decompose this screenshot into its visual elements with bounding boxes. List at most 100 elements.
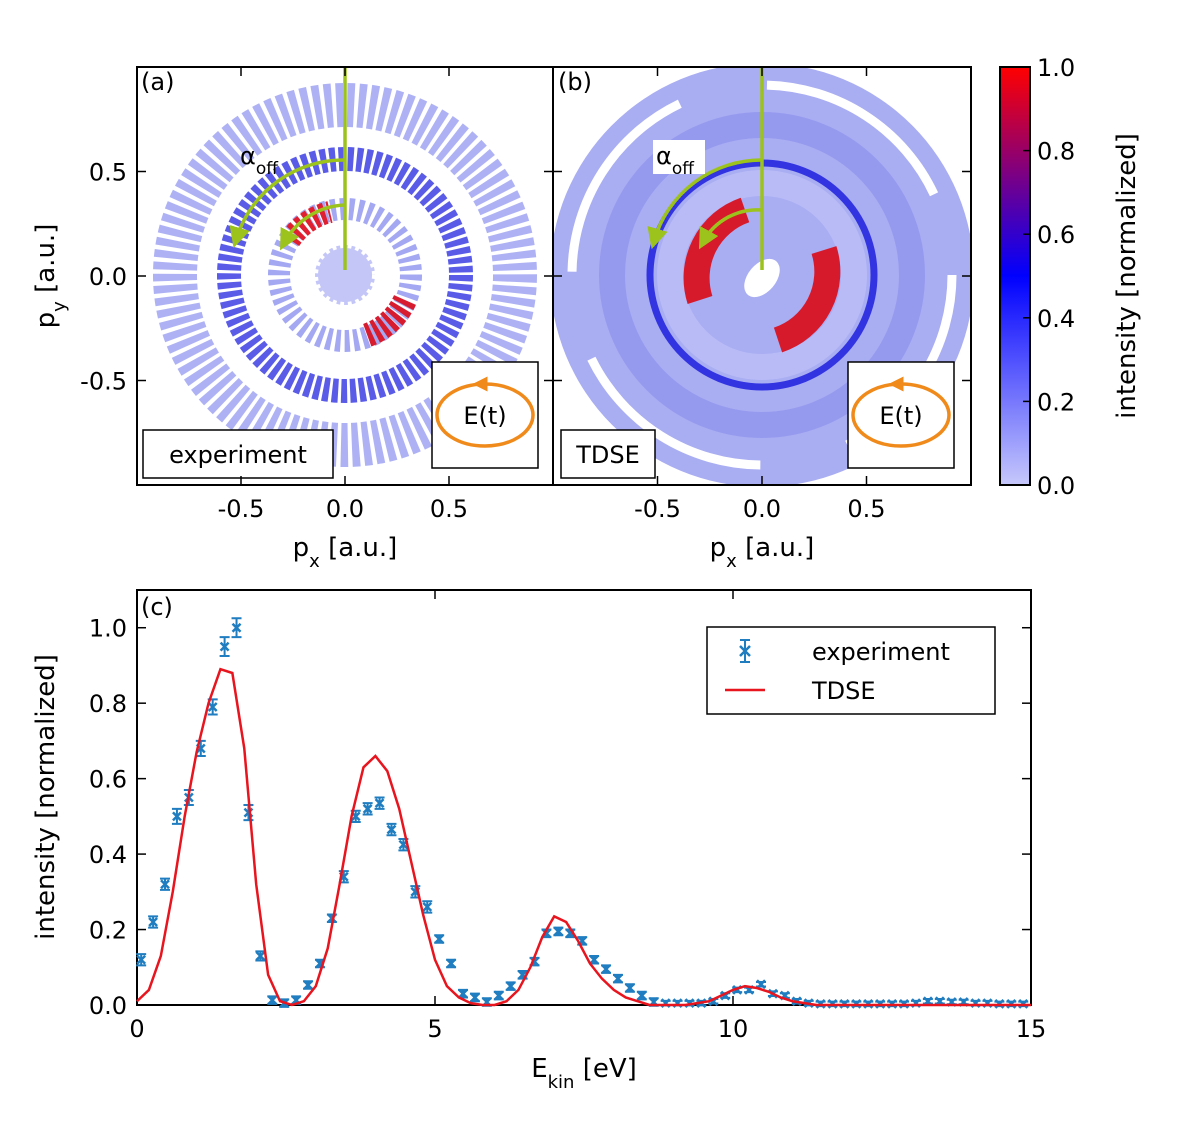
x-axis-label: Ekin [eV] [531, 1054, 637, 1093]
angle-subscript: off [672, 159, 695, 179]
legend-box [706, 626, 996, 715]
center-spot [312, 242, 378, 308]
marker [231, 622, 242, 633]
label-main: p [710, 533, 727, 563]
legend-label: TDSE [811, 677, 876, 705]
y-tick-label: 0.4 [89, 841, 127, 869]
marker [613, 973, 623, 984]
x-tick-label: -0.5 [634, 495, 681, 523]
offset-arrow [647, 158, 763, 250]
colorbar-tick-label: 0.8 [1037, 138, 1075, 166]
y-tick-label: 1.0 [89, 615, 127, 643]
center-spot [744, 258, 780, 298]
marker [255, 951, 266, 961]
inner-lobe [773, 246, 841, 353]
marker [589, 954, 600, 965]
x-tick-label: -0.5 [218, 495, 265, 523]
x-tick-label: 0.5 [430, 495, 468, 523]
colorbar [999, 66, 1031, 486]
method-label: experiment [169, 441, 307, 469]
field-box [431, 361, 539, 469]
plot-frame [136, 589, 1032, 1006]
label-rest: [a.u.] [31, 224, 61, 302]
x-tick-label: 15 [1016, 1015, 1047, 1043]
label-rest: [a.u.] [320, 533, 398, 563]
marker [362, 803, 373, 814]
angle-subscript: off [256, 159, 279, 179]
marker [422, 902, 433, 912]
middle-ring [217, 147, 473, 403]
marker [470, 992, 480, 1003]
panel-label: (b) [558, 68, 592, 96]
gap-ring [567, 80, 957, 470]
label-sub: kin [548, 1072, 575, 1093]
x-axis-label: px [a.u.] [293, 533, 398, 572]
marker [386, 824, 397, 835]
x-tick-label: 0.0 [326, 495, 364, 523]
marker [458, 988, 468, 999]
y-tick-label: -0.5 [80, 368, 127, 396]
y-axis-label: intensity [normalized] [31, 654, 61, 940]
legend-marker [739, 645, 751, 657]
colorbar-tick-label: 0.6 [1037, 221, 1075, 249]
marker [136, 954, 147, 965]
marker [505, 981, 516, 992]
x-tick-label: 10 [718, 1015, 749, 1043]
marker [601, 964, 611, 975]
y-tick-label: 0.8 [89, 690, 127, 718]
x-tick-label: 0 [129, 1015, 144, 1043]
offset-arrow [698, 208, 763, 250]
marker [160, 879, 170, 890]
y-tick-label: 0.2 [89, 917, 127, 945]
x-tick-label: 5 [427, 1015, 442, 1043]
outer-ring [153, 83, 537, 467]
field-label: E(t) [879, 402, 922, 430]
label-rest: [a.u.] [737, 533, 815, 563]
method-box [560, 429, 656, 479]
marker [756, 979, 766, 990]
y-tick-label: 0.0 [89, 263, 127, 291]
marker [636, 990, 647, 1001]
y-tick-label: 0.0 [89, 992, 127, 1020]
offset-arrow [280, 203, 346, 251]
marker [553, 926, 564, 937]
label-rest: [eV] [574, 1054, 636, 1084]
method-box [142, 429, 334, 479]
inner-lobe [360, 294, 416, 348]
angle-symbol: α [656, 142, 672, 170]
panel-label: (c) [141, 593, 173, 621]
label-backdrop [653, 140, 705, 174]
marker [493, 990, 504, 1001]
method-label: TDSE [575, 441, 640, 469]
y-axis-label: py [a.u.] [31, 224, 70, 329]
label-main: p [293, 533, 310, 563]
momentum-map-experiment [153, 83, 537, 467]
marker [625, 983, 635, 993]
x-tick-label: 0.5 [847, 495, 885, 523]
marker [303, 980, 313, 990]
marker [148, 917, 158, 927]
marker [207, 702, 218, 712]
colorbar-tick-label: 0.2 [1037, 388, 1075, 416]
colorbar-tick-label: 0.0 [1037, 472, 1075, 500]
angle-arrows [229, 67, 764, 270]
marker [172, 811, 182, 822]
marker [219, 641, 230, 652]
field-label: E(t) [463, 402, 506, 430]
panel-label: (a) [141, 68, 174, 96]
offset-arrow [229, 158, 346, 249]
label-sub: x [309, 551, 320, 572]
marker [267, 995, 278, 1005]
marker [446, 958, 456, 969]
x-tick-label: 0.0 [743, 495, 781, 523]
label-main: E [531, 1054, 547, 1084]
label-sub: y [49, 301, 70, 312]
colorbar-tick-label: 1.0 [1037, 54, 1075, 82]
marker [374, 798, 385, 809]
label-sub: x [726, 551, 737, 572]
y-tick-label: 0.5 [89, 159, 127, 187]
colorbar-label: intensity [normalized] [1112, 133, 1142, 419]
angle-label: αoff [656, 142, 695, 179]
label-main: p [31, 312, 61, 329]
angle-label: αoff [240, 142, 279, 179]
